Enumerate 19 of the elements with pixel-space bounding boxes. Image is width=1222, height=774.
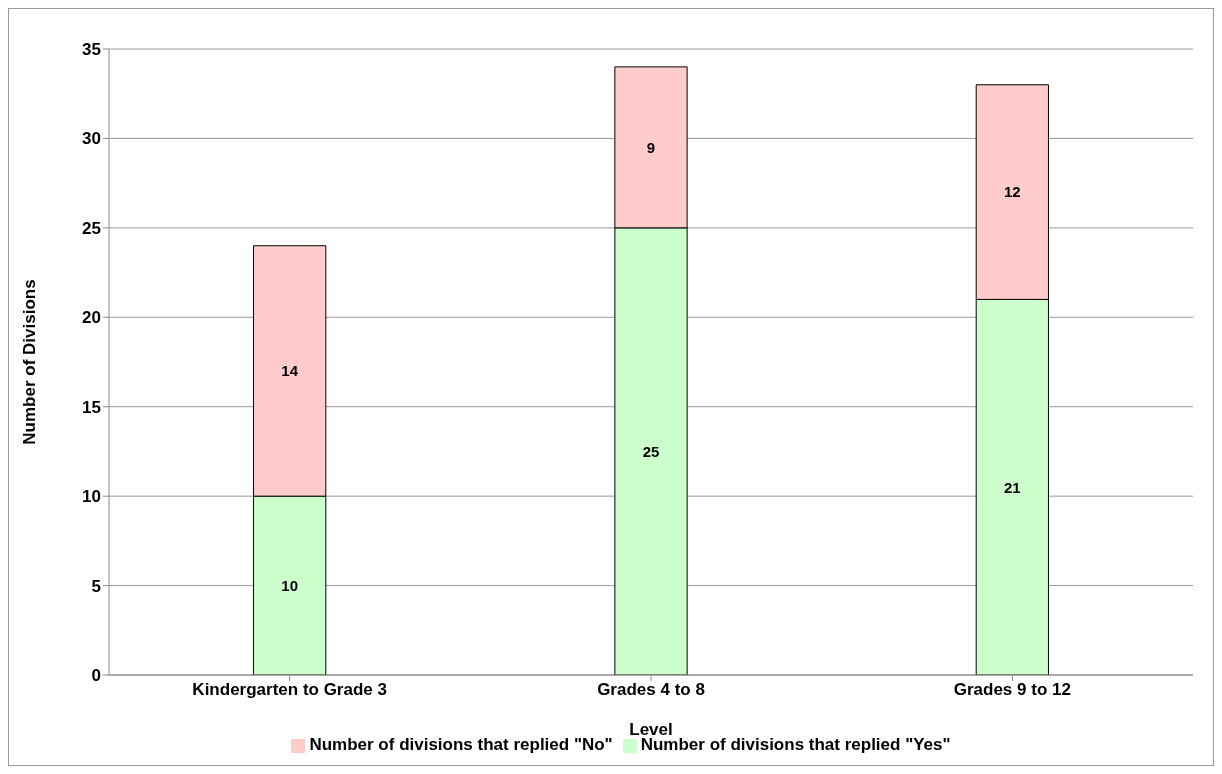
y-tick-label: 0 [91, 666, 101, 686]
x-tick-label: Kindergarten to Grade 3 [192, 680, 387, 700]
y-tick-label: 15 [82, 397, 101, 417]
y-tick-label: 10 [82, 487, 101, 507]
y-tick-label: 30 [82, 129, 101, 149]
data-label: 9 [646, 138, 656, 156]
x-tick-label: Grades 4 to 8 [597, 680, 705, 700]
y-tick-label: 5 [91, 576, 101, 596]
data-label: 21 [1003, 478, 1021, 496]
data-label: 10 [281, 576, 299, 594]
y-axis-title: Number of Divisions [20, 279, 40, 445]
y-tick-label: 25 [82, 218, 101, 238]
data-label: 25 [642, 442, 660, 460]
data-label: 14 [281, 362, 299, 380]
x-tick-label: Grades 9 to 12 [953, 680, 1071, 700]
y-tick-label: 35 [82, 40, 101, 60]
y-tick-label: 20 [82, 308, 101, 328]
legend-label: Number of divisions that replied "No" [309, 735, 613, 754]
data-label: 12 [1003, 183, 1021, 201]
